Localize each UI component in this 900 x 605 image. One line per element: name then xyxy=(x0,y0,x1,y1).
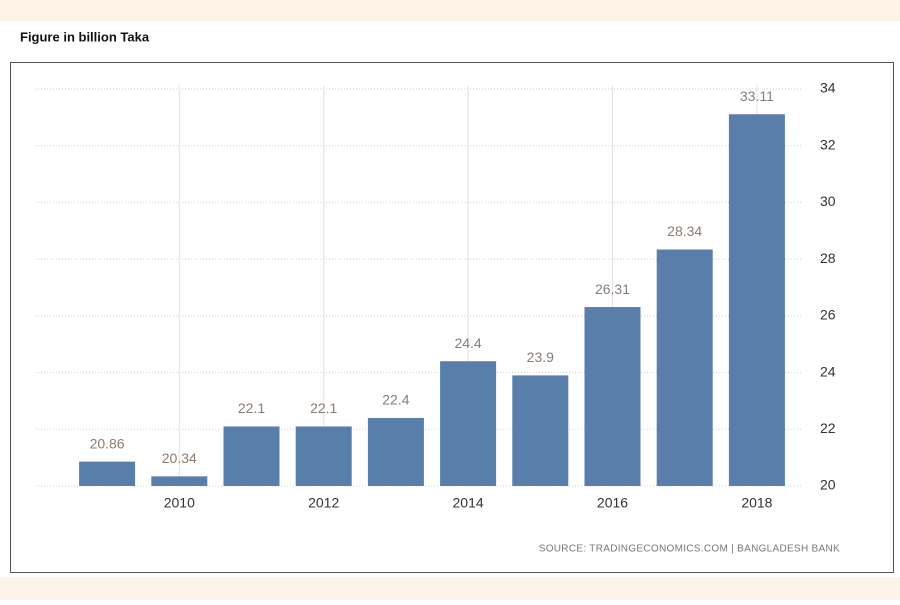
bar xyxy=(512,375,569,486)
y-tick-label: 28 xyxy=(820,250,836,266)
chart-title: Figure in billion Taka xyxy=(20,29,150,44)
value-label: 22.1 xyxy=(238,400,265,416)
source-note: SOURCE: TRADINGECONOMICS.COM | BANGLADES… xyxy=(539,544,840,555)
bottom-strip xyxy=(0,577,900,600)
bar xyxy=(584,307,641,486)
value-label: 22.1 xyxy=(310,400,337,416)
x-tick-label: 2018 xyxy=(741,495,772,511)
y-tick-label: 24 xyxy=(820,363,836,379)
value-label: 23.9 xyxy=(527,349,554,365)
x-tick-label: 2014 xyxy=(453,495,484,511)
value-label: 22.4 xyxy=(382,392,409,408)
value-label: 33.11 xyxy=(740,88,774,104)
value-label: 28.34 xyxy=(667,223,702,239)
bar xyxy=(223,426,280,486)
bar xyxy=(367,417,424,486)
y-tick-label: 34 xyxy=(820,80,836,96)
bar xyxy=(151,476,208,486)
y-tick-label: 26 xyxy=(820,307,836,323)
top-strip xyxy=(0,0,900,21)
bar xyxy=(728,114,785,486)
x-tick-label: 2010 xyxy=(164,495,195,511)
y-tick-label: 32 xyxy=(820,136,836,152)
bar xyxy=(295,426,352,486)
x-tick-label: 2012 xyxy=(308,495,339,511)
value-label: 26.31 xyxy=(595,281,630,297)
y-tick-label: 30 xyxy=(820,193,836,209)
bar xyxy=(440,361,497,486)
bar xyxy=(656,249,713,486)
y-tick-label: 22 xyxy=(820,420,836,436)
x-tick-label: 2016 xyxy=(597,495,628,511)
value-label: 24.4 xyxy=(454,335,481,351)
value-label: 20.34 xyxy=(162,450,197,466)
value-label: 20.86 xyxy=(90,435,125,451)
bar xyxy=(79,461,136,486)
y-tick-label: 20 xyxy=(820,477,836,493)
